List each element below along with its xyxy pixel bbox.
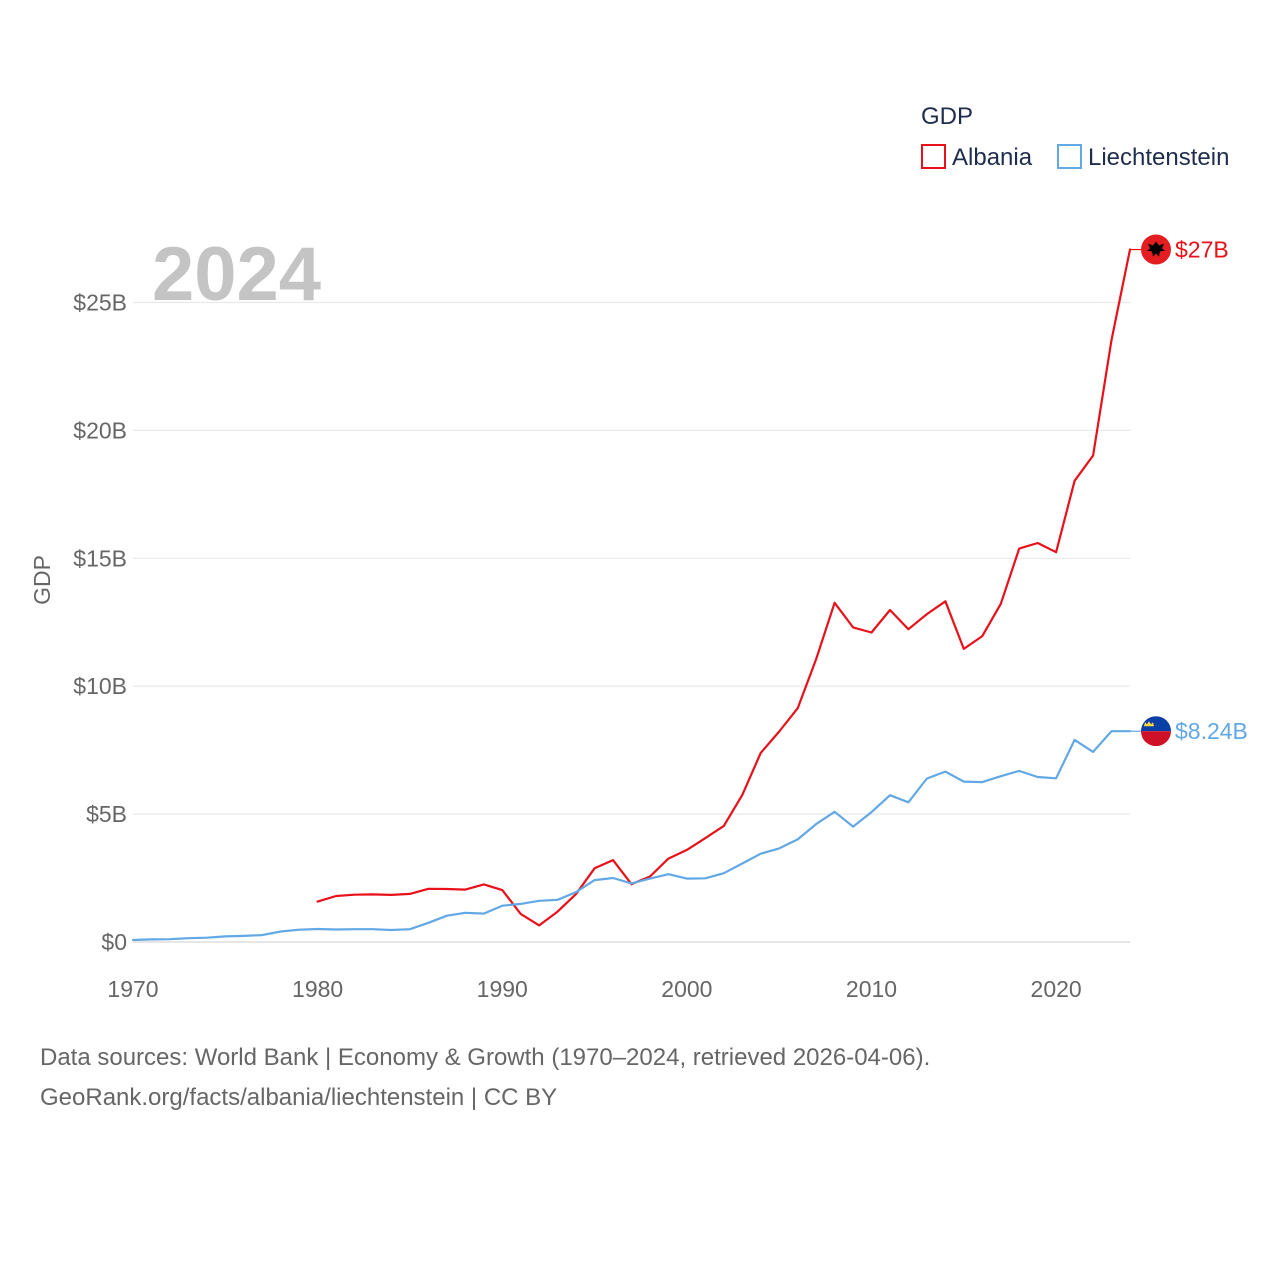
legend-item-liechtenstein[interactable]: Liechtenstein [1057,144,1229,171]
y-tick-label: $20B [73,417,127,443]
legend-title: GDP [921,103,973,130]
legend-swatch-albania [921,144,946,169]
gridlines [133,301,1130,943]
series-line-liechtenstein [131,730,1132,942]
x-tick-label: 1980 [292,976,343,1002]
albania-flag-icon [1141,234,1171,265]
y-axis-title: GDP [29,555,55,605]
x-tick-label: 1970 [107,976,158,1002]
y-axis-ticks: $0 $5B $10B $15B $20B $25B [73,290,127,956]
y-tick-label: $15B [73,545,127,571]
legend-label-albania: Albania [952,144,1033,171]
y-tick-label: $0 [101,929,127,955]
y-tick-label: $5B [86,801,127,827]
legend-swatch-liechtenstein [1057,144,1082,169]
y-tick-label: $10B [73,673,127,699]
footer-attribution: GeoRank.org/facts/albania/liechtenstein … [40,1084,558,1111]
legend-label-liechtenstein: Liechtenstein [1088,144,1229,171]
x-tick-label: 2000 [661,976,712,1002]
end-label-albania: $27B [1175,237,1229,263]
footer-sources: Data sources: World Bank | Economy & Gro… [40,1044,931,1071]
legend-item-albania[interactable]: Albania [921,144,1033,171]
series-lines [131,248,1142,942]
x-tick-label: 2010 [846,976,897,1002]
series-line-albania [316,248,1132,927]
y-tick-label: $25B [73,290,127,316]
end-label-liechtenstein: $8.24B [1175,718,1248,744]
chart-title-year: 2024 [152,232,321,317]
liechtenstein-flag-icon [1141,716,1171,747]
x-axis-ticks: 1970 1980 1990 2000 2010 2020 [107,976,1081,1002]
x-tick-label: 2020 [1031,976,1082,1002]
legend: GDP Albania Liechtenstein [921,103,1229,171]
x-tick-label: 1990 [477,976,528,1002]
